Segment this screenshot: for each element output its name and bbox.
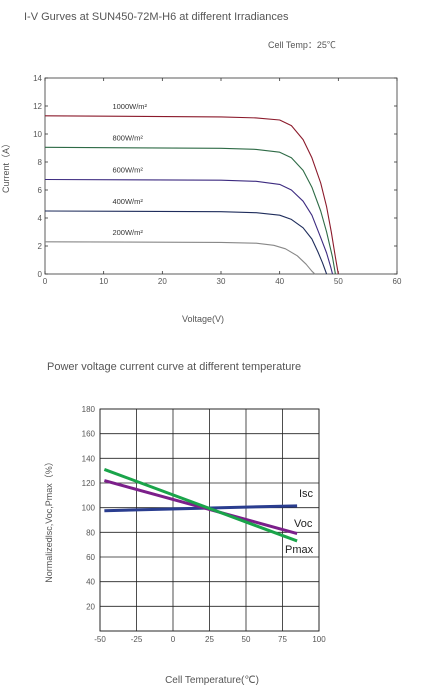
chart1-series-label: 200W/m² bbox=[112, 228, 143, 237]
chart2-series-group: Isc Voc Pmax bbox=[103, 468, 314, 556]
chart2-y-tick-label: 20 bbox=[86, 602, 95, 611]
chart2-y-tick-label: 80 bbox=[86, 528, 95, 537]
chart2-frame bbox=[99, 408, 320, 632]
chart1-x-tick-label: 0 bbox=[43, 277, 48, 286]
chart1-y-tick-label: 4 bbox=[38, 214, 43, 223]
chart2-series-line bbox=[103, 468, 298, 543]
chart1-series-line bbox=[44, 146, 336, 275]
chart1-series-label: 600W/m² bbox=[112, 166, 143, 175]
chart1-series-label: 400W/m² bbox=[112, 197, 143, 206]
chart1-x-tick-label: 60 bbox=[393, 277, 402, 286]
chart1-series-line bbox=[44, 210, 328, 275]
chart1-x-tick-label: 30 bbox=[217, 277, 226, 286]
chart1-ylabel: Current（A） bbox=[1, 139, 11, 193]
chart1-y-tick-label: 8 bbox=[38, 158, 43, 167]
chart1-x-tick-label: 20 bbox=[158, 277, 167, 286]
chart1-y-tick-label: 10 bbox=[33, 130, 42, 139]
chart2-ylabel: Normalizedlsc,Voc,Pmax（%） bbox=[44, 457, 54, 583]
chart2-y-tick-label: 120 bbox=[82, 479, 96, 488]
chart2-y-tick-label: 180 bbox=[82, 405, 96, 414]
chart1-xlabel: Voltage(V) bbox=[182, 314, 224, 324]
chart2-x-tick-label: 25 bbox=[205, 635, 214, 644]
chart1-series-label: 800W/m² bbox=[112, 133, 143, 142]
chart2-xlabel: Cell Temperature(℃) bbox=[165, 675, 259, 686]
chart1-x-tick-label: 50 bbox=[334, 277, 343, 286]
chart1-series-line bbox=[44, 241, 316, 275]
chart2-x-tick-label: 75 bbox=[278, 635, 287, 644]
chart2-y-tick-label: 160 bbox=[82, 430, 96, 439]
chart2-series-label: Isc bbox=[299, 488, 314, 500]
chart1-y-tick-label: 2 bbox=[38, 242, 43, 251]
chart2-series-line bbox=[103, 479, 298, 536]
chart1-y-tick-label: 6 bbox=[38, 186, 43, 195]
chart2-series-label: Voc bbox=[294, 518, 313, 530]
chart1-series-line bbox=[44, 178, 334, 275]
chart2-y-tick-label: 40 bbox=[86, 578, 95, 587]
chart1-y-tick-label: 0 bbox=[38, 270, 43, 279]
chart1-y-tick-label: 12 bbox=[33, 102, 42, 111]
chart2-y-tick-label: 100 bbox=[82, 504, 96, 513]
chart2-x-tick-label: -25 bbox=[131, 635, 143, 644]
chart2-x-tick-label: -50 bbox=[94, 635, 106, 644]
chart1-x-tick-label: 40 bbox=[275, 277, 284, 286]
chart2-plot-area: -50 -25 0 25 50 75 100 20 40 60 80 100 120 140 160 180 bbox=[82, 405, 327, 644]
chart1-series-label: 1000W/m² bbox=[112, 102, 147, 111]
chart2-title: Power voltage current curve at different… bbox=[47, 361, 301, 373]
chart2-x-tick-label: 0 bbox=[171, 635, 176, 644]
chart2-y-tick-label: 60 bbox=[86, 553, 95, 562]
chart1-x-tick-label: 10 bbox=[99, 277, 108, 286]
chart2-x-tick-label: 100 bbox=[312, 635, 326, 644]
chart1-y-tick-label: 14 bbox=[33, 74, 42, 83]
chart1-series-line bbox=[44, 115, 339, 275]
chart2-series-label: Pmax bbox=[285, 544, 314, 556]
chart2-y-tick-label: 140 bbox=[82, 454, 96, 463]
chart1-plot-area: 0 10 20 30 40 50 60 0 2 4 6 8 10 12 14 bbox=[33, 74, 402, 286]
chart1-frame bbox=[44, 77, 398, 275]
chart1-title: I-V Gurves at SUN450-72M-H6 at different… bbox=[24, 11, 289, 23]
chart2-x-tick-label: 50 bbox=[242, 635, 251, 644]
chart1-series-group: 1000W/m² 800W/m² 600W/m² 400W/m² 200W/m² bbox=[44, 102, 339, 275]
chart1-subtitle: Cell Temp：25℃ bbox=[268, 40, 336, 50]
